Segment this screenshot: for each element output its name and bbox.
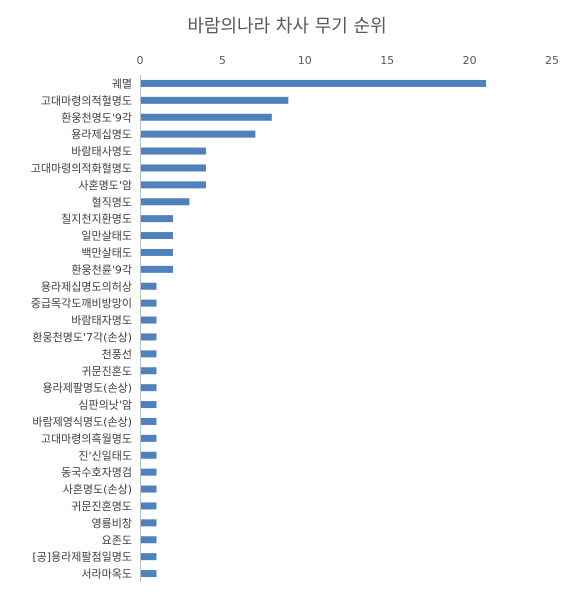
- category-label: 환웅천륜'9각: [71, 262, 132, 276]
- bar: [141, 451, 157, 459]
- x-tick-label: 25: [545, 54, 559, 67]
- category-label: 일만살태도: [81, 229, 132, 243]
- category-label: 진'신일태도: [78, 448, 132, 462]
- bar: [141, 299, 157, 307]
- category-label: 서라마옥도: [81, 568, 132, 581]
- bar: [141, 316, 157, 324]
- category-label: 환웅천명도'9각: [61, 110, 132, 124]
- x-tick-label: 5: [219, 54, 226, 67]
- bar: [141, 198, 190, 206]
- category-label: 궤멸: [112, 77, 132, 90]
- category-label: 용라제팔명도(손상): [42, 382, 132, 395]
- bar: [141, 468, 157, 476]
- bar: [141, 417, 157, 425]
- bar: [141, 485, 157, 493]
- category-label: 고대마령의적혈명도: [41, 93, 132, 107]
- bar: [141, 282, 157, 290]
- category-label: 백만살태도: [81, 246, 132, 259]
- bar: [141, 350, 157, 358]
- bar: [141, 79, 487, 87]
- category-label: 천풍선: [102, 347, 132, 361]
- category-label: [공]용라제팔점일명도: [32, 550, 132, 564]
- category-label: 혈직명도: [92, 195, 132, 209]
- category-label: 바람태자명도: [71, 314, 132, 327]
- x-tick-label: 0: [137, 54, 144, 67]
- x-tick-label: 20: [463, 54, 477, 67]
- bar: [141, 401, 157, 409]
- category-label: 요존도: [102, 534, 132, 547]
- bar: [141, 502, 157, 510]
- bar: [141, 519, 157, 527]
- category-label: 영룡비창: [92, 517, 132, 530]
- bar: [141, 113, 272, 121]
- category-label: 사혼명도'암: [78, 179, 132, 192]
- category-label: 용라제십명도의허상: [41, 280, 132, 293]
- category-label: 심판의낫'암: [78, 399, 132, 412]
- bar: [141, 265, 173, 273]
- bar: [141, 553, 157, 561]
- category-label: 사혼명도(손상): [63, 483, 132, 496]
- bar: [141, 570, 157, 578]
- x-tick-label: 10: [298, 54, 312, 67]
- bar: [141, 248, 173, 256]
- category-label: 중급목각도깨비방망이: [31, 297, 132, 310]
- category-label: 고대마령의흑월명도: [41, 431, 132, 445]
- category-label: 환웅천명도'7각(손상): [32, 330, 132, 344]
- x-tick-label: 15: [380, 54, 394, 67]
- category-label: 칠지천지환명도: [61, 212, 132, 226]
- bar: [141, 147, 206, 155]
- category-label: 고대마령의적화혈명도: [31, 161, 132, 175]
- bar: [141, 536, 157, 544]
- bar: [141, 181, 206, 189]
- bar: [141, 215, 173, 223]
- bar: [141, 384, 157, 392]
- bar: [141, 96, 289, 104]
- category-label: 바람태사명도: [71, 145, 132, 158]
- chart-title: 바람의나라 차사 무기 순위: [187, 16, 387, 37]
- bar: [141, 232, 173, 240]
- category-label: 용라제십명도: [71, 128, 132, 141]
- bar: [141, 164, 206, 172]
- bar: [141, 434, 157, 442]
- category-label: 동국수호자명검: [61, 466, 132, 479]
- category-label: 귀문진혼명도: [71, 500, 132, 513]
- bar: [141, 333, 157, 341]
- category-label: 귀문진혼도: [81, 365, 132, 378]
- bar: [141, 130, 256, 138]
- category-label: 바람제영식명도(손상): [32, 415, 132, 428]
- bar: [141, 367, 157, 375]
